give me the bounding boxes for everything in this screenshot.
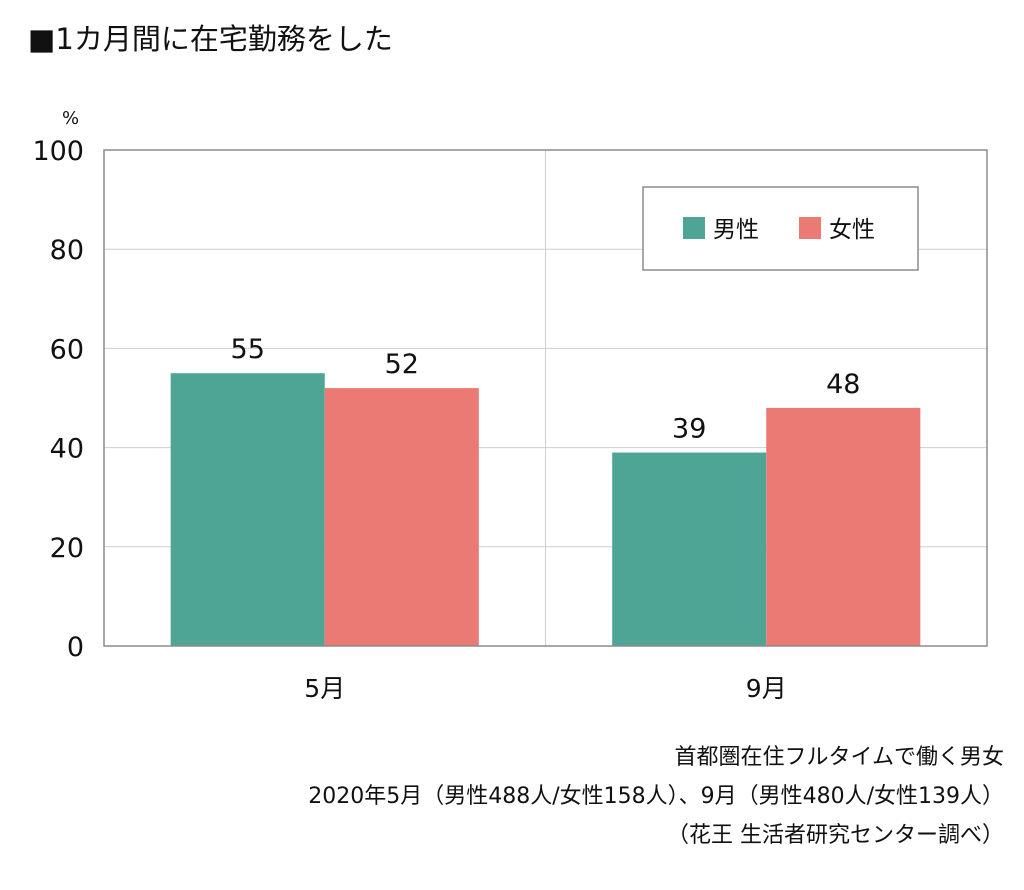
- x-tick-label: 9月: [746, 674, 787, 703]
- source-note: 首都圏在住フルタイムで働く男女 2020年5月（男性488人/女性158人）、9…: [308, 738, 1004, 855]
- y-axis-unit-label: %: [62, 108, 80, 129]
- y-tick-label: 80: [50, 235, 84, 266]
- y-tick-label: 20: [50, 533, 84, 564]
- plot-frame: [103, 149, 988, 647]
- y-tick-label: 40: [50, 434, 84, 465]
- legend-swatch: [799, 217, 821, 239]
- legend-swatch: [683, 217, 705, 239]
- bar-male: [612, 452, 767, 646]
- data-label: 39: [672, 414, 706, 445]
- chart-title: ■1カ月間に在宅勤務をした: [28, 22, 393, 56]
- legend-label: 男性: [713, 217, 759, 243]
- y-tick-label: 100: [32, 136, 84, 167]
- source-note-line-3: （花王 生活者研究センター調べ）: [667, 823, 1004, 848]
- legend-label: 女性: [829, 217, 875, 243]
- y-tick-label: 60: [50, 334, 84, 365]
- bar-male: [170, 373, 325, 646]
- bar-female: [766, 407, 921, 646]
- x-tick-label: 5月: [304, 674, 345, 703]
- y-tick-label: 0: [67, 632, 84, 663]
- data-label: 52: [385, 349, 419, 380]
- source-note-line-2: 2020年5月（男性488人/女性158人）、9月（男性480人/女性139人）: [308, 784, 1004, 809]
- source-note-line-1: 首都圏在住フルタイムで働く男女: [674, 745, 1004, 770]
- data-label: 55: [231, 334, 265, 365]
- bar-female: [324, 388, 479, 646]
- data-label: 48: [826, 369, 860, 400]
